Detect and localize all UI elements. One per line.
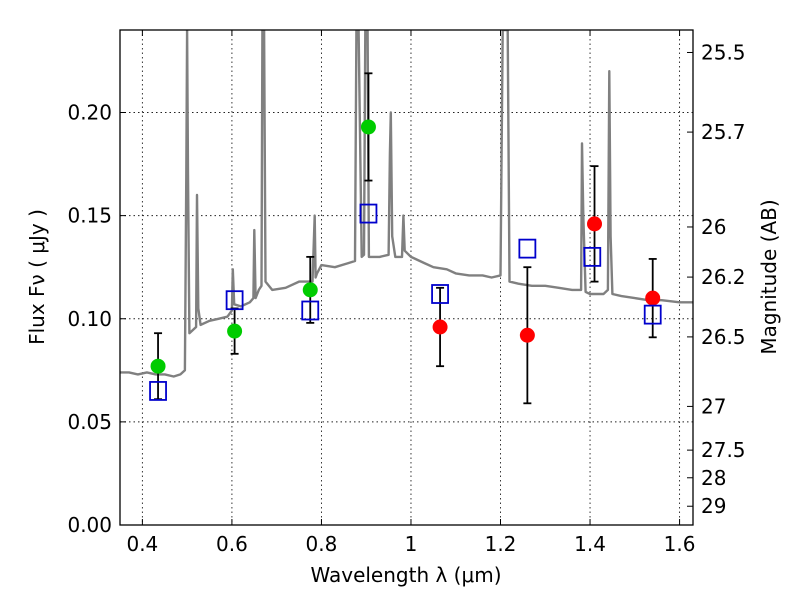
- y-right-tick-label: 27: [701, 394, 726, 418]
- x-tick-label: 0.4: [126, 532, 158, 556]
- blue-square-point: [359, 203, 378, 224]
- green-circle-point: [150, 358, 166, 374]
- blue-square-point: [431, 284, 449, 304]
- spectrum-line: [120, 30, 693, 378]
- x-tick-label: 0.6: [216, 532, 248, 556]
- y-tick-label: 0.20: [67, 101, 112, 125]
- x-tick-label: 1.6: [664, 532, 696, 556]
- y-right-axis-label: Magnitude (AB): [757, 199, 781, 354]
- blue-square-point: [149, 381, 167, 401]
- y-tick-label: 0.15: [67, 204, 112, 228]
- x-axis-label: Wavelength λ (μm): [310, 563, 501, 587]
- y-tick-label: 0.05: [67, 410, 112, 434]
- green-circle-point: [360, 119, 376, 135]
- y-tick-label: 0.00: [67, 513, 112, 537]
- blue-square-point: [301, 300, 320, 321]
- y-right-tick-label: 29: [701, 494, 726, 518]
- green-circle-point: [227, 323, 243, 339]
- marks-layer: [149, 72, 662, 405]
- green-circle-point: [302, 282, 318, 298]
- red-circle-point: [519, 327, 535, 343]
- y-right-tick-label: 27.5: [701, 438, 746, 462]
- ticks-layer: 0.4 0.6 0.8 1 1.2 1.4 1.6 0.00 0.05 0.10 0.15 0.20 2…: [67, 30, 746, 556]
- blue-square-point: [583, 246, 602, 267]
- x-tick-label: 0.8: [306, 532, 338, 556]
- y-right-tick-label: 25.5: [701, 40, 746, 64]
- y-right-tick-label: 26.2: [701, 265, 746, 289]
- y-right-tick-label: 26.5: [701, 325, 746, 349]
- x-tick-label: 1: [405, 532, 418, 556]
- blue-square-point: [225, 290, 244, 311]
- red-circle-point: [645, 290, 661, 306]
- spectrum-layer: [120, 30, 693, 378]
- y-tick-label: 0.10: [67, 307, 112, 331]
- red-circle-point: [587, 216, 603, 232]
- x-tick-label: 1.2: [485, 532, 517, 556]
- y-right-tick-label: 26: [701, 215, 726, 239]
- y-right-tick-label: 25.7: [701, 120, 746, 144]
- red-circle-point: [432, 319, 448, 335]
- y-axis-label: Flux Fν ( μJy ): [25, 209, 49, 345]
- blue-square-point: [518, 238, 537, 259]
- blue-square-point: [643, 304, 662, 325]
- x-tick-label: 1.4: [574, 532, 606, 556]
- y-right-tick-label: 28: [701, 466, 726, 490]
